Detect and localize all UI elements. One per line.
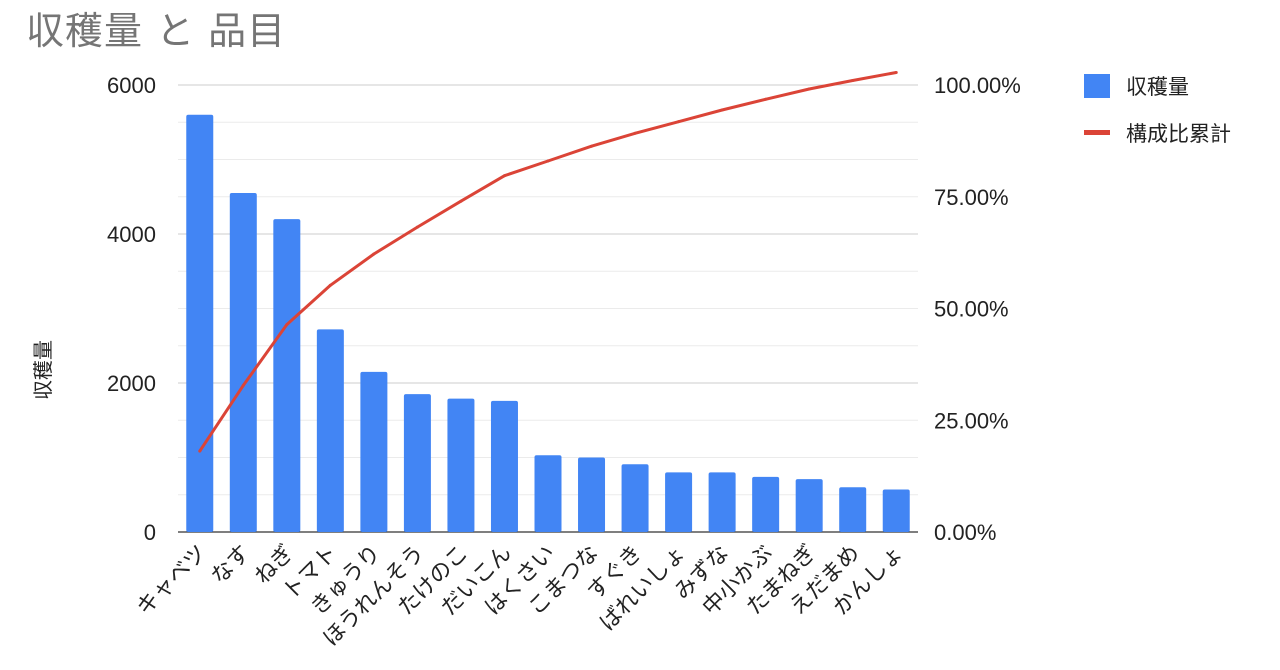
bar[interactable] [229, 193, 257, 532]
y-axis-title: 収穫量 [31, 340, 55, 400]
legend-label-bar: 収穫量 [1126, 75, 1189, 99]
chart-title: 収穫量 と 品目 [26, 9, 287, 53]
y2-tick-label: 75.00% [934, 185, 1009, 210]
y-tick-label: 6000 [107, 73, 156, 98]
line-path[interactable] [198, 71, 897, 452]
line-point [198, 449, 202, 453]
line-point [807, 87, 811, 91]
x-axis: キャベツなすねぎトマトきゅうりほうれんそうたけのこだいこんはくさいこまつなすぐき… [132, 541, 908, 652]
line-point [894, 70, 898, 74]
line-point [851, 79, 855, 83]
legend-swatch-bar [1084, 74, 1110, 98]
line-point [328, 283, 332, 287]
x-tick-label: なす [207, 541, 256, 590]
bar[interactable] [621, 464, 649, 532]
line-point [241, 383, 245, 387]
bar[interactable] [578, 457, 606, 533]
bar[interactable] [186, 114, 214, 533]
line-point [720, 108, 724, 112]
legend-label-line: 構成比累計 [1126, 122, 1231, 146]
y2-tick-label: 25.00% [934, 408, 1009, 433]
bar[interactable] [360, 371, 388, 532]
bar-series [186, 114, 910, 533]
line-point [546, 159, 550, 163]
line-series [198, 70, 898, 453]
bar[interactable] [490, 400, 518, 532]
line-point [502, 174, 506, 178]
y2-tick-label: 0.00% [934, 520, 996, 545]
y-tick-label: 0 [144, 520, 156, 545]
y-axis-left: 0 2000 4000 6000 [107, 73, 156, 545]
y-axis-right: 0.00% 25.00% 50.00% 75.00% 100.00% [934, 73, 1021, 545]
bar[interactable] [795, 479, 823, 532]
line-point [633, 131, 637, 135]
bar[interactable] [447, 398, 475, 532]
bar[interactable] [839, 487, 867, 532]
y-tick-label: 4000 [107, 222, 156, 247]
bar[interactable] [708, 472, 736, 532]
line-point [677, 120, 681, 124]
y-tick-label: 2000 [107, 371, 156, 396]
bar[interactable] [665, 472, 693, 532]
line-point [764, 97, 768, 101]
line-point [459, 199, 463, 203]
line-point [285, 323, 289, 327]
bar[interactable] [752, 476, 780, 532]
y2-tick-label: 100.00% [934, 73, 1021, 98]
bar[interactable] [403, 394, 431, 532]
bar[interactable] [534, 455, 562, 532]
legend-swatch-line [1084, 130, 1110, 135]
y2-tick-label: 50.00% [934, 297, 1009, 322]
legend[interactable]: 収穫量 構成比累計 [1084, 74, 1231, 146]
line-point [372, 252, 376, 256]
x-tick-label: キャベツ [132, 541, 212, 621]
line-point [415, 225, 419, 229]
bar[interactable] [316, 329, 344, 532]
bar[interactable] [273, 219, 301, 532]
line-point [590, 144, 594, 148]
bar[interactable] [882, 489, 910, 532]
